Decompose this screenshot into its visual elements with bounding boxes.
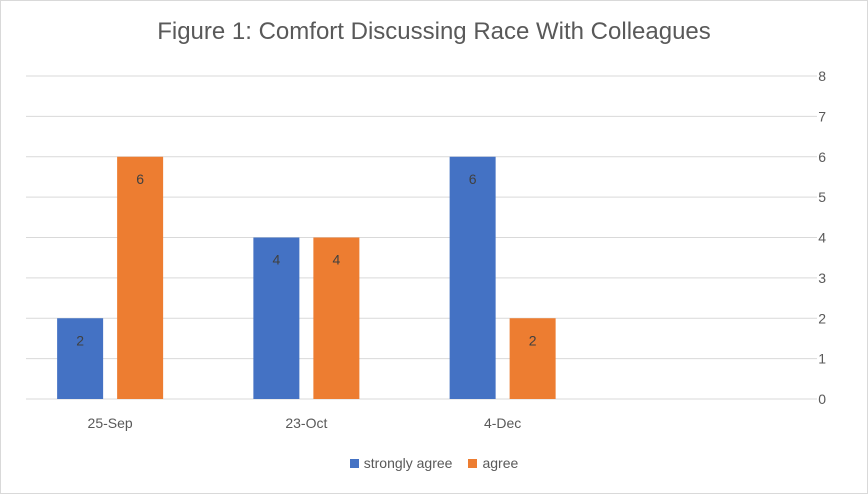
y-tick-label: 8 — [818, 68, 826, 84]
y-tick-label: 5 — [818, 189, 826, 205]
y-tick-label: 7 — [818, 108, 826, 124]
x-tick-label: 4-Dec — [484, 415, 521, 431]
y-tick-label: 0 — [818, 391, 826, 407]
legend-label-strongly-agree: strongly agree — [363, 455, 453, 471]
legend-item-agree: agree — [468, 455, 518, 471]
y-tick-label: 4 — [818, 230, 826, 246]
y-tick-label: 3 — [818, 270, 826, 286]
chart-legend: strongly agree agree — [0, 455, 868, 471]
data-label: 2 — [76, 332, 84, 348]
legend-swatch-agree — [468, 458, 478, 468]
data-label: 6 — [136, 171, 144, 187]
data-label: 2 — [529, 332, 537, 348]
data-label: 4 — [272, 252, 280, 268]
legend-swatch-strongly-agree — [349, 458, 359, 468]
y-tick-label: 6 — [818, 149, 826, 165]
bar-agree-4-Dec — [509, 318, 556, 399]
data-label: 4 — [332, 252, 340, 268]
x-tick-label: 23-Oct — [285, 415, 327, 431]
bar-strongly-agree-23-Oct — [253, 237, 300, 399]
bar-strongly-agree-4-Dec — [449, 156, 496, 399]
y-tick-label: 1 — [818, 351, 826, 367]
bar-agree-23-Oct — [313, 237, 360, 399]
legend-label-agree: agree — [482, 455, 519, 471]
legend-item-strongly-agree: strongly agree — [349, 455, 453, 471]
chart-title: Figure 1: Comfort Discussing Race With C… — [157, 18, 711, 45]
data-label: 6 — [469, 171, 477, 187]
bar-strongly-agree-25-Sep — [57, 318, 104, 399]
y-tick-label: 2 — [818, 310, 826, 326]
x-tick-label: 25-Sep — [88, 415, 133, 431]
bar-agree-25-Sep — [117, 156, 164, 399]
